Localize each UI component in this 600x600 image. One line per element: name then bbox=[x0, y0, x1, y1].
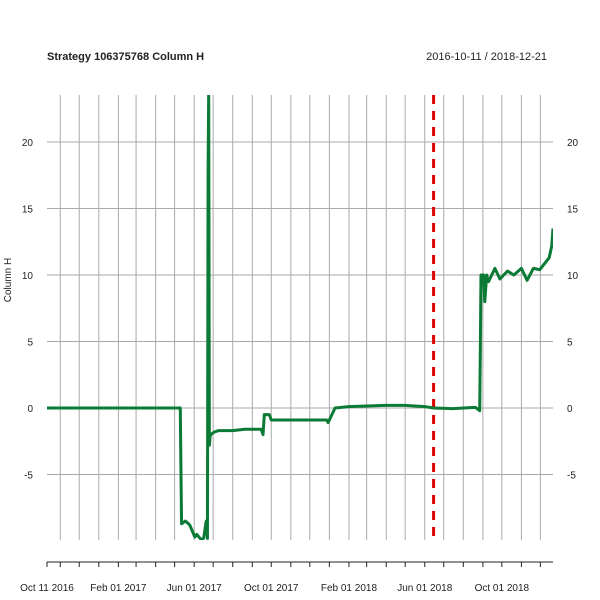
x-tick-label: Jun 01 2017 bbox=[167, 583, 222, 594]
y-tick-label-left: 0 bbox=[27, 404, 33, 415]
grid-layer bbox=[47, 95, 553, 540]
date-range: 2016-10-11 / 2018-12-21 bbox=[426, 51, 547, 63]
y-tick-label-left: 5 bbox=[27, 338, 33, 349]
y-tick-label-right: 10 bbox=[567, 271, 579, 282]
y-tick-label-left: 15 bbox=[22, 205, 34, 216]
y-tick-label-left: 20 bbox=[22, 138, 34, 149]
y-tick-label-left: -5 bbox=[24, 471, 33, 482]
y-tick-label-left: 10 bbox=[22, 271, 34, 282]
series-line bbox=[47, 95, 553, 540]
x-tick-label: Feb 01 2017 bbox=[90, 583, 147, 594]
y-axis-label: Column H bbox=[3, 258, 14, 302]
y-tick-label-right: 0 bbox=[567, 404, 573, 415]
y-tick-label-right: 15 bbox=[567, 205, 579, 216]
x-tick-label: Oct 11 2016 bbox=[20, 583, 74, 594]
chart-title: Strategy 106375768 Column H bbox=[47, 51, 205, 63]
axis-layer bbox=[46, 561, 553, 567]
y-tick-label-right: 5 bbox=[567, 338, 573, 349]
x-tick-label: Jun 01 2018 bbox=[397, 583, 452, 594]
x-tick-label: Oct 01 2018 bbox=[475, 583, 530, 594]
x-tick-label: Oct 01 2017 bbox=[244, 583, 299, 594]
y-tick-label-right: 20 bbox=[567, 138, 579, 149]
label-layer: Column H -5 -5 0 0 5 5 10 10 15 15 20 20 Oct 11 2016… bbox=[3, 138, 579, 594]
series-layer bbox=[47, 95, 553, 540]
y-tick-label-right: -5 bbox=[567, 471, 576, 482]
x-tick-label: Feb 01 2018 bbox=[321, 583, 378, 594]
